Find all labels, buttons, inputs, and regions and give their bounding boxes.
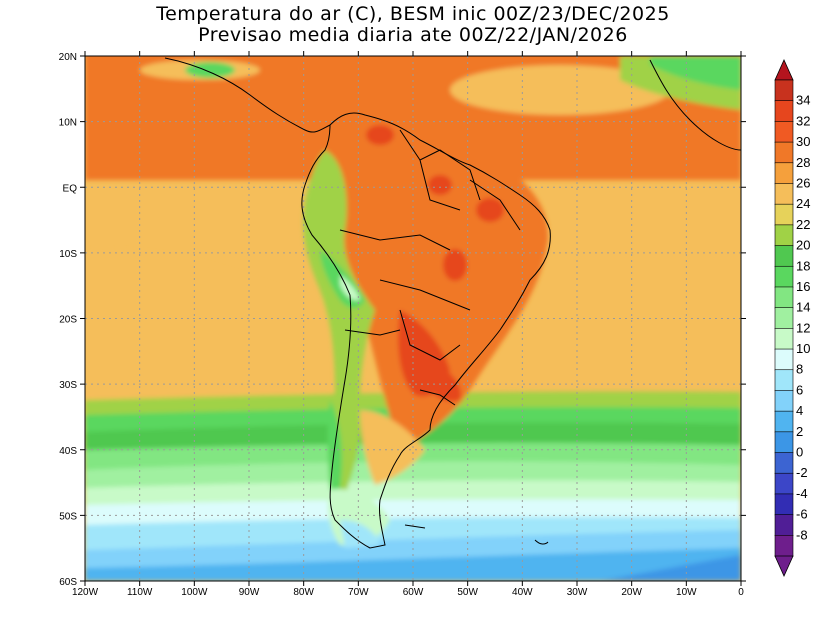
colorbar-label: 22: [796, 217, 810, 232]
colorbar-swatch: [774, 141, 794, 164]
latitude-axis: 20N 10N EQ 10S 20S 30S 40S 50S 60S: [59, 52, 746, 588]
colorbar-swatch: [774, 328, 794, 350]
colorbar-swatch: [774, 514, 794, 537]
lon-tick-label: 30W: [567, 587, 588, 598]
lat-tick-label: 10S: [59, 249, 77, 260]
colorbar-swatch: [774, 162, 794, 185]
colorbar-label: 4: [796, 403, 803, 418]
map-title-line2: Previsao media diaria ate 00Z/22/JAN/202…: [198, 24, 628, 46]
colorbar-swatch: [774, 535, 794, 557]
lat-tick-label: 60S: [59, 577, 77, 588]
lon-tick-label: 120W: [72, 587, 99, 598]
colorbar-swatch: [774, 121, 794, 143]
colorbar-swatch: [774, 245, 794, 267]
colorbar-label: 18: [796, 258, 810, 273]
lon-tick-label: 60W: [403, 587, 424, 598]
lon-tick-label: 40W: [512, 587, 533, 598]
colorbar-label: 34: [796, 93, 810, 108]
lat-tick-label: 20N: [59, 52, 77, 63]
longitude-axis: 120W 110W 100W 90W 80W 70W 60W 50W 40W 30W 20W 10W 0: [72, 51, 744, 598]
colorbar-label: 14: [796, 300, 810, 315]
colorbar-label: 0: [796, 445, 803, 460]
colorbar-label: 32: [796, 113, 810, 128]
colorbar-swatch: [774, 224, 794, 247]
lon-tick-label: 20W: [621, 587, 642, 598]
colorbar-label: 12: [796, 320, 810, 335]
colorbar-label: 2: [796, 424, 803, 439]
colorbar-swatch: [774, 348, 794, 371]
lon-tick-label: 110W: [127, 587, 153, 598]
colorbar-swatch: [774, 79, 794, 102]
colorbar-swatch: [774, 452, 794, 474]
colorbar-swatch: [774, 472, 794, 495]
colorbar-over-arrow: [774, 59, 794, 81]
colorbar-swatch: [774, 286, 794, 309]
colorbar-swatch: [774, 100, 794, 123]
colorbar-label: 30: [796, 134, 810, 149]
lon-tick-label: 100W: [181, 587, 208, 598]
colorbar-label: 20: [796, 238, 810, 253]
colorbar-swatch: [774, 410, 794, 433]
colorbar-label: 10: [796, 341, 810, 356]
colorbar-label: -2: [796, 465, 808, 480]
colorbar-label: 26: [796, 175, 810, 190]
colorbar-label: 6: [796, 382, 803, 397]
colorbar-label: -8: [796, 527, 808, 542]
lon-tick-label: 10W: [676, 587, 697, 598]
colorbar-label: -4: [796, 486, 808, 501]
colorbar-swatch: [774, 183, 794, 205]
temperature-field: [85, 56, 741, 581]
lon-tick-label: 50W: [457, 587, 478, 598]
colorbar-label: -6: [796, 507, 808, 522]
colorbar-swatch: [774, 390, 794, 412]
map-title-line1: Temperatura do ar (C), BESM inic 00Z/23/…: [156, 3, 670, 25]
colorbar-label: 24: [796, 196, 810, 211]
map-grid: [85, 56, 741, 581]
colorbar-swatch: [774, 369, 794, 392]
lon-tick-label: 0: [738, 587, 744, 598]
lat-tick-label: 30S: [59, 380, 77, 391]
colorbar-label: 8: [796, 362, 803, 377]
colorbar-swatch: [774, 431, 794, 454]
colorbar-swatch: [774, 307, 794, 330]
colorbar-swatch: [774, 203, 794, 226]
colorbar-label: 28: [796, 155, 810, 170]
lat-tick-label: 20S: [59, 315, 77, 326]
lat-tick-label: 50S: [59, 511, 77, 522]
lon-tick-label: 70W: [348, 587, 369, 598]
lon-tick-label: 90W: [239, 587, 260, 598]
colorbar-swatch: [774, 265, 794, 288]
colorbar-label: 16: [796, 279, 810, 294]
colorbar-swatch: [774, 493, 794, 516]
coastlines: [164, 57, 741, 549]
lat-tick-label: 10N: [59, 118, 77, 129]
lon-tick-label: 80W: [293, 587, 314, 598]
lat-tick-label: EQ: [63, 183, 78, 194]
colorbar-under-arrow: [774, 555, 794, 577]
lat-tick-label: 40S: [59, 446, 77, 457]
